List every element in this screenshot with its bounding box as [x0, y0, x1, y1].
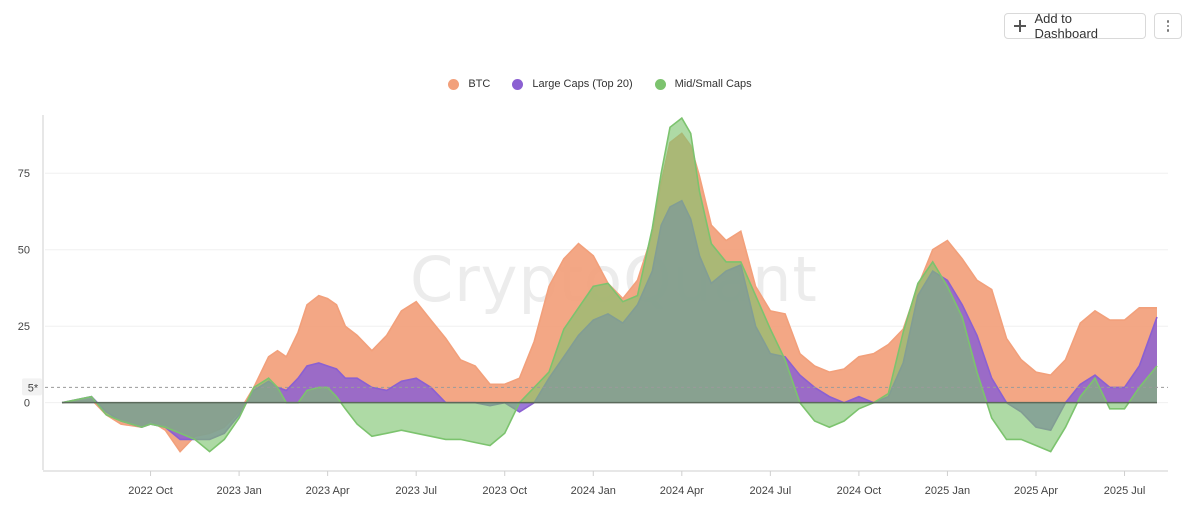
line-mid-small-caps — [61, 116, 1158, 453]
plus-icon — [1013, 19, 1027, 33]
legend-item-btc[interactable]: BTC — [448, 78, 490, 90]
x-tick-2: 2023 Apr — [306, 485, 350, 497]
legend-item-large-caps[interactable]: Large Caps (Top 20) — [512, 78, 633, 90]
x-tick-10: 2025 Apr — [1014, 485, 1058, 497]
legend-label-btc: BTC — [468, 78, 491, 90]
add-to-dashboard-button[interactable]: Add to Dashboard — [1004, 11, 1146, 41]
x-tick-1: 2023 Jan — [216, 485, 261, 497]
y-tick-25: 25 — [18, 321, 30, 333]
chart-toolbar: Add to Dashboard — [1004, 11, 1182, 41]
kebab-menu-icon — [1166, 20, 1170, 32]
legend-swatch-large-caps — [512, 78, 524, 90]
chart-legend: BTC Large Caps (Top 20) Mid/Small Caps — [0, 78, 1200, 90]
y-tick-0: 0 — [24, 398, 30, 410]
legend-item-mid-small-caps[interactable]: Mid/Small Caps — [654, 78, 752, 90]
x-tick-8: 2024 Oct — [837, 485, 882, 497]
add-to-dashboard-label: Add to Dashboard — [1034, 11, 1099, 41]
legend-label-large-caps: Large Caps (Top 20) — [532, 78, 633, 90]
x-tick-7: 2024 Jul — [750, 485, 792, 497]
more-options-button[interactable] — [1154, 13, 1182, 39]
y-tick-50: 50 — [18, 245, 30, 257]
y-tick-75: 75 — [18, 168, 30, 180]
x-tick-9: 2025 Jan — [925, 485, 970, 497]
x-tick-4: 2023 Oct — [482, 485, 527, 497]
x-tick-5: 2024 Jan — [571, 485, 616, 497]
x-tick-0: 2022 Oct — [128, 485, 173, 497]
legend-label-mid-small-caps: Mid/Small Caps — [674, 78, 752, 90]
x-tick-11: 2025 Jul — [1104, 485, 1146, 497]
legend-swatch-mid-small-caps — [654, 78, 666, 90]
legend-swatch-btc — [448, 78, 460, 90]
x-tick-6: 2024 Apr — [660, 485, 704, 497]
reference-label-bg — [22, 378, 42, 396]
reference-label: 5* — [28, 382, 39, 394]
area-mid-small-caps — [62, 118, 1157, 452]
x-tick-3: 2023 Jul — [395, 485, 437, 497]
